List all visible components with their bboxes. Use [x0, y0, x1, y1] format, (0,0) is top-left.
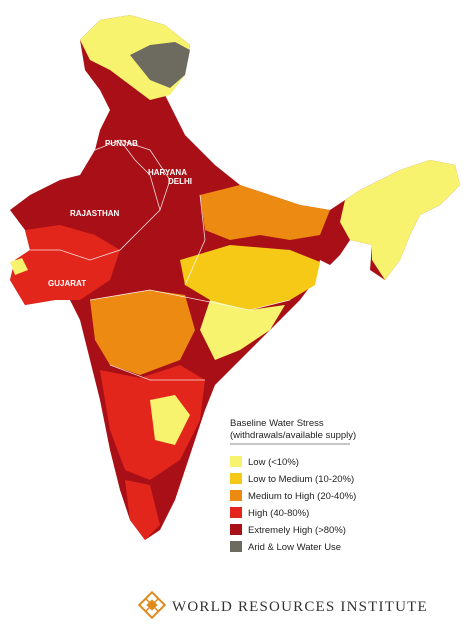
legend-swatch	[230, 541, 242, 552]
state-border	[119, 139, 161, 211]
northeast	[340, 160, 460, 280]
legend-label: Arid & Low Water Use	[248, 542, 341, 553]
state-label: RAJASTHAN	[70, 209, 120, 218]
legend-swatch	[230, 524, 242, 535]
central-north-orange	[200, 185, 330, 240]
state-border	[89, 289, 291, 311]
logo: WORLD RESOURCES INSTITUTE	[137, 590, 428, 620]
logo-emblem	[137, 590, 167, 620]
state-label: GUJARAT	[48, 279, 86, 288]
deccan-red	[100, 365, 205, 480]
deccan-orange	[90, 290, 195, 375]
legend-swatch	[230, 456, 242, 467]
legend: Baseline Water Stress (withdrawals/avail…	[230, 418, 356, 553]
legend-swatch	[230, 473, 242, 484]
state-border	[109, 364, 205, 381]
india-map: PUNJAB HARYANA DELHI RAJASTHAN GUJARAT	[10, 15, 460, 540]
gujarat-yellow	[10, 258, 28, 275]
legend-label: Low (<10%)	[248, 457, 299, 468]
legend-label: Medium to High (20-40%)	[248, 491, 356, 502]
kerala	[125, 480, 160, 540]
legend-subtitle: (withdrawals/available supply)	[230, 430, 356, 441]
legend-title: Baseline Water Stress	[230, 418, 324, 429]
legend-swatch	[230, 490, 242, 501]
state-label: DELHI	[168, 177, 192, 186]
legend-label: Low to Medium (10-20%)	[248, 474, 354, 485]
state-border	[30, 139, 171, 261]
legend-label: High (40-80%)	[248, 508, 309, 519]
legend-label: Extremely High (>80%)	[248, 525, 346, 536]
east-low	[200, 300, 285, 360]
south-yellow	[150, 395, 190, 445]
state-label: HARYANA	[148, 168, 187, 177]
state-border	[184, 194, 206, 286]
central-yellow	[180, 245, 320, 310]
legend-swatch	[230, 507, 242, 518]
logo-text: WORLD RESOURCES INSTITUTE	[172, 599, 428, 615]
ladakh-arid	[130, 42, 190, 88]
west-red	[10, 225, 120, 305]
state-label: PUNJAB	[105, 139, 138, 148]
